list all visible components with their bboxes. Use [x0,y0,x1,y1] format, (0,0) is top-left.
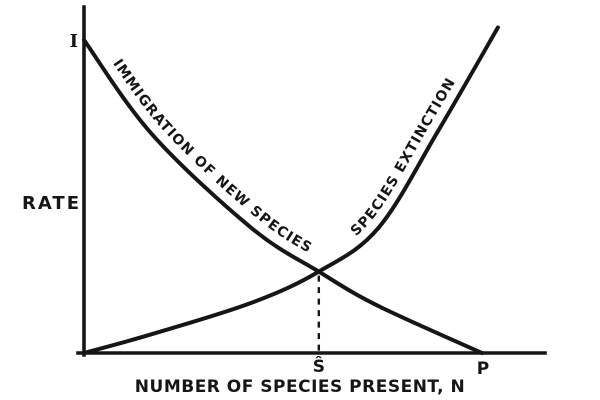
x-axis-title: NUMBER OF SPECIES PRESENT, N [135,377,465,397]
equilibrium-tick-label: Ŝ [313,355,325,377]
extinction-label-path [81,23,489,344]
immigration-label-path [93,34,487,343]
y-intercept-label: I [70,31,78,52]
y-axis-title: RATE [22,193,81,214]
extinction-curve [82,25,500,355]
extinction-curve-label: SPECIES EXTINCTION [348,75,459,240]
immigration-curve-label: IMMIGRATION OF NEW SPECIES [109,56,315,256]
immigration-curve [82,38,484,355]
x-end-label: P [477,359,489,379]
